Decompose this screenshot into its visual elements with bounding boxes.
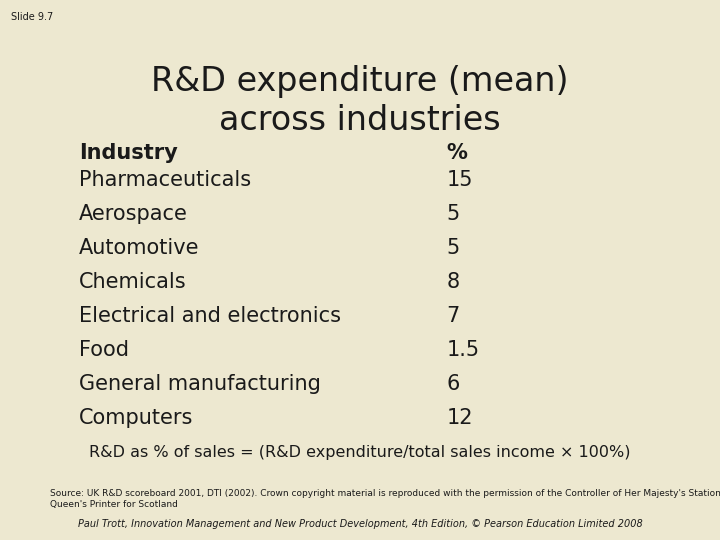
Text: %: %	[446, 143, 467, 163]
Text: Slide 9.7: Slide 9.7	[11, 12, 53, 22]
Text: Industry: Industry	[79, 143, 178, 163]
Text: R&D as % of sales = (R&D expenditure/total sales income × 100%): R&D as % of sales = (R&D expenditure/tot…	[89, 446, 631, 461]
Text: Food: Food	[79, 340, 129, 360]
Text: 12: 12	[446, 408, 473, 428]
Text: Chemicals: Chemicals	[79, 272, 186, 292]
Text: Source: UK R&D scoreboard 2001, DTI (2002). Crown copyright material is reproduc: Source: UK R&D scoreboard 2001, DTI (200…	[50, 489, 720, 510]
Text: Pharmaceuticals: Pharmaceuticals	[79, 170, 251, 190]
Text: 15: 15	[446, 170, 473, 190]
Text: 6: 6	[446, 374, 460, 394]
Text: 5: 5	[446, 238, 459, 258]
Text: 8: 8	[446, 272, 459, 292]
Text: 7: 7	[446, 306, 459, 326]
Text: Electrical and electronics: Electrical and electronics	[79, 306, 341, 326]
Text: R&D expenditure (mean)
across industries: R&D expenditure (mean) across industries	[151, 65, 569, 137]
Text: Aerospace: Aerospace	[79, 204, 188, 224]
Text: Computers: Computers	[79, 408, 194, 428]
Text: General manufacturing: General manufacturing	[79, 374, 321, 394]
Text: Paul Trott, Innovation Management and New Product Development, 4th Edition, © Pe: Paul Trott, Innovation Management and Ne…	[78, 519, 642, 530]
Text: Automotive: Automotive	[79, 238, 199, 258]
Text: 5: 5	[446, 204, 459, 224]
Text: 1.5: 1.5	[446, 340, 480, 360]
